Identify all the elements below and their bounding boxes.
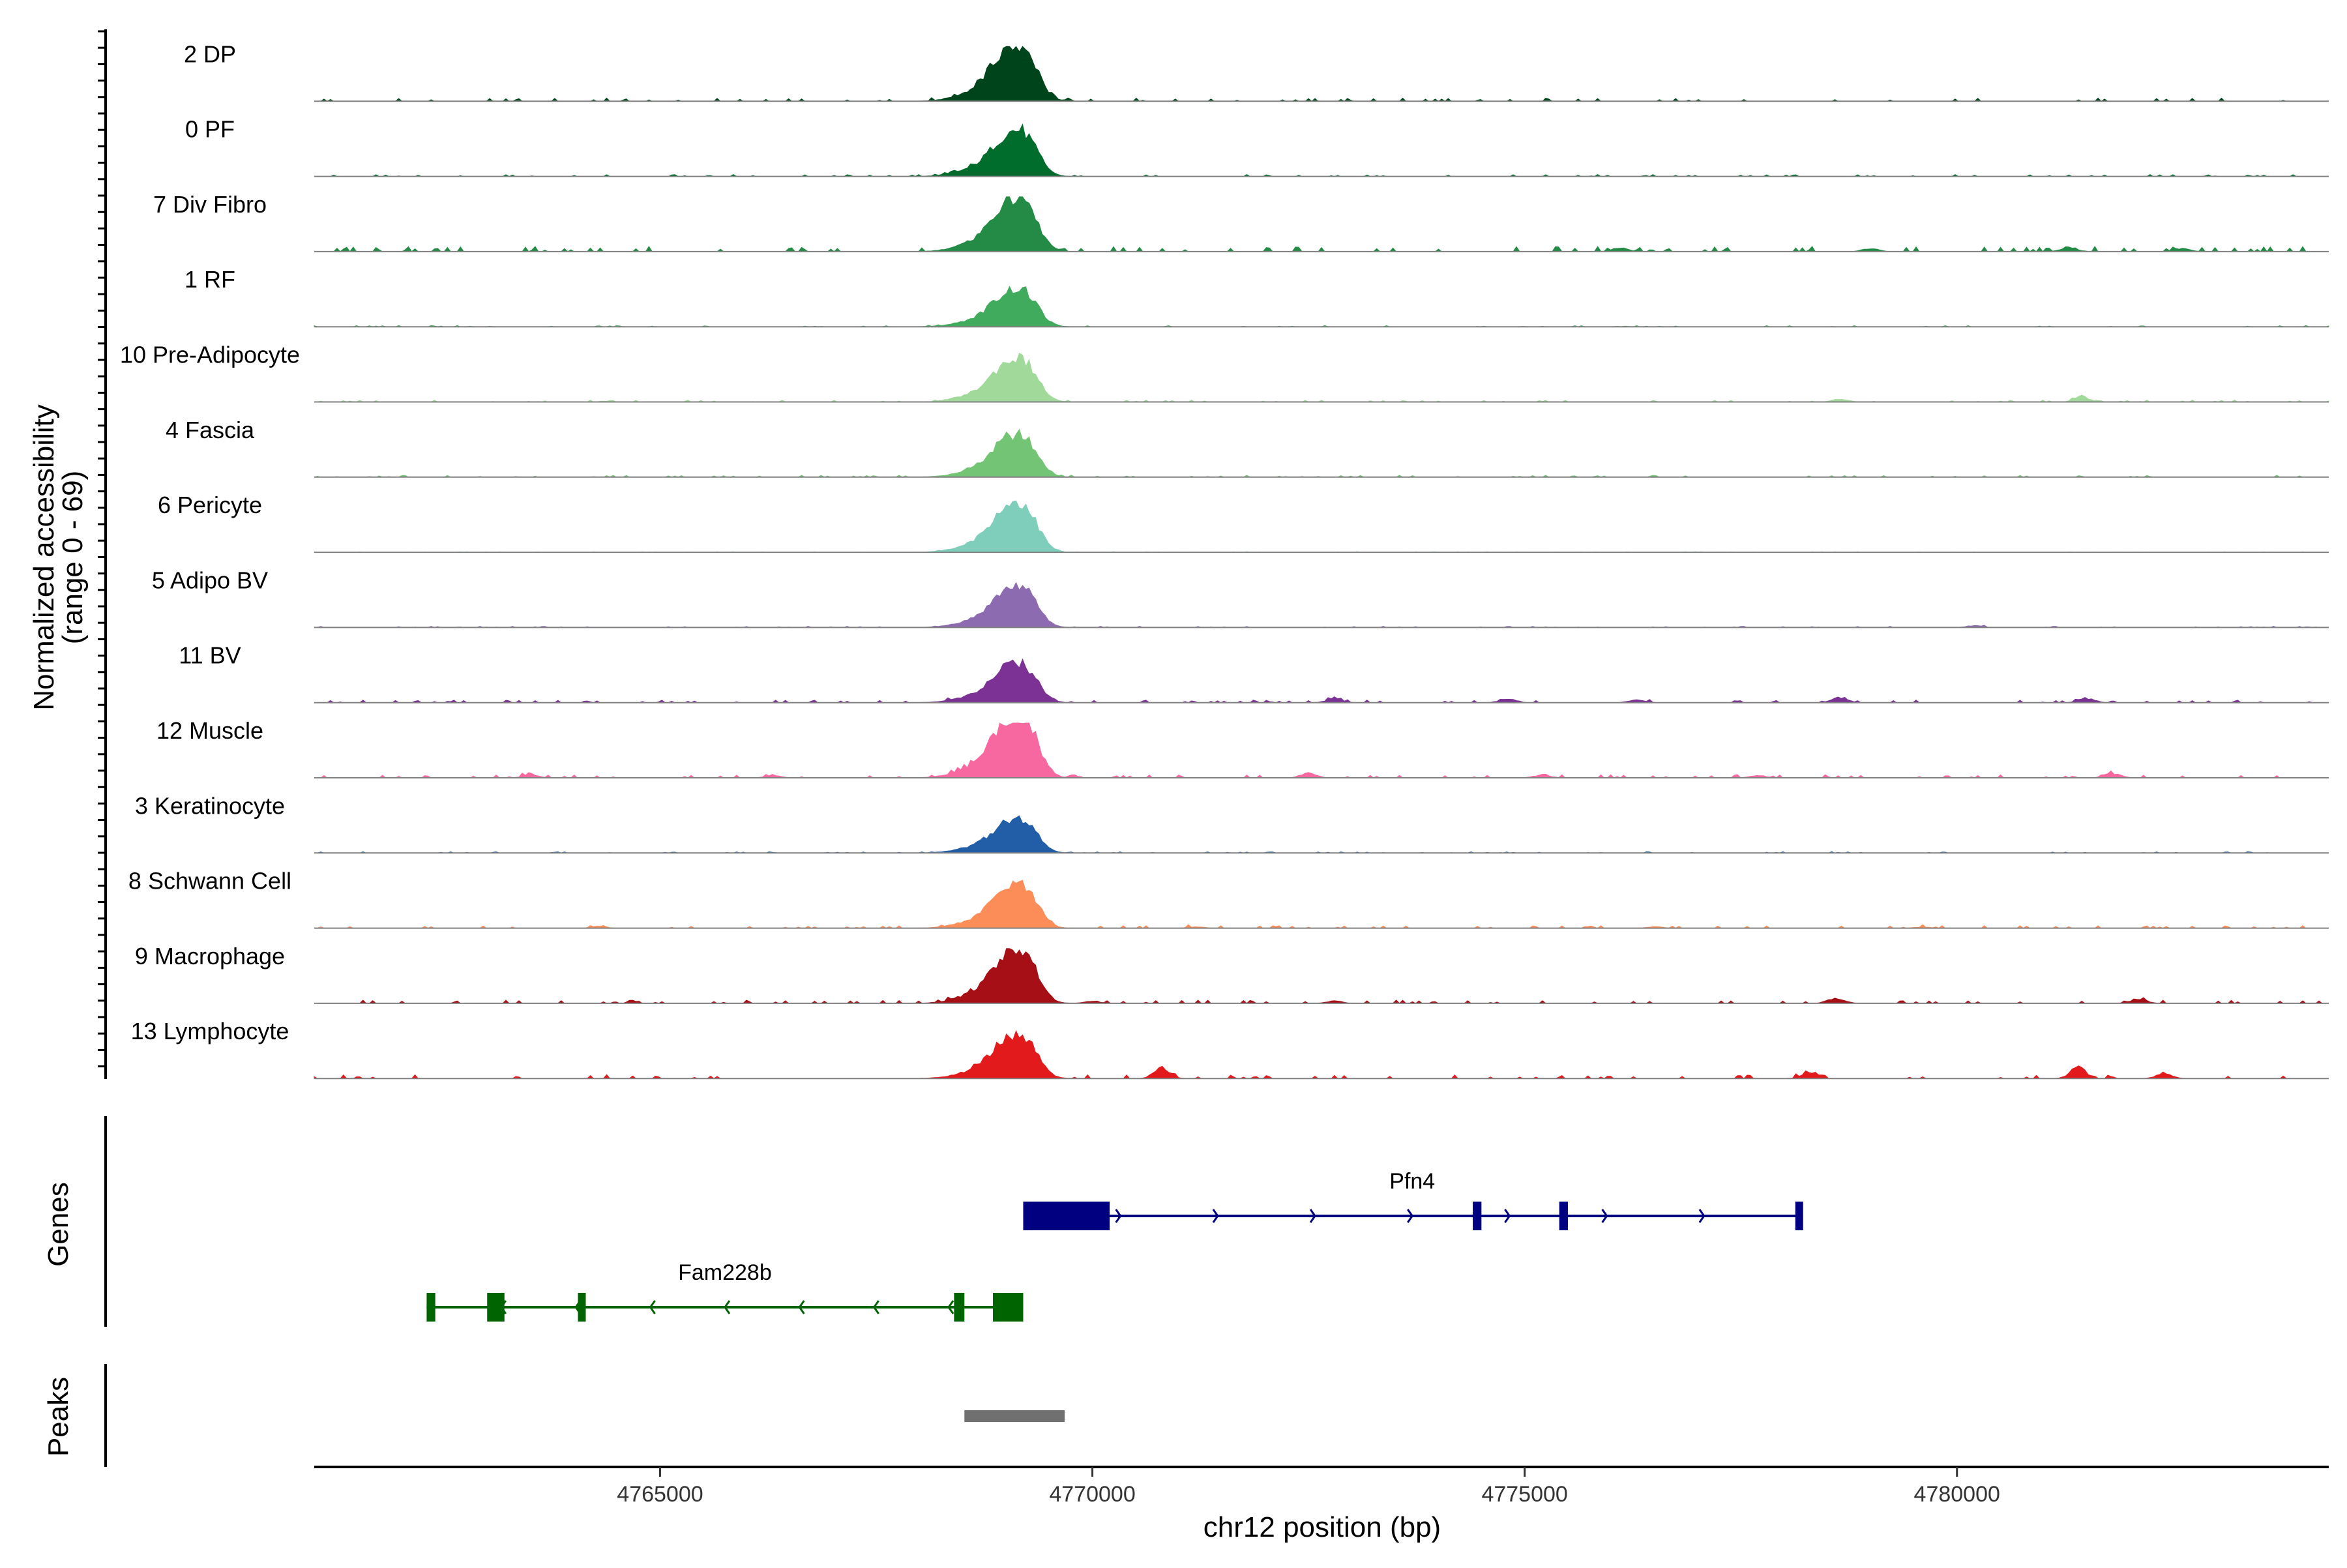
coverage-tracks: 2 DP 0 PF 7 Div Fibro 1 RF 10 Pre-Adipocyte 4… bbox=[120, 40, 2329, 1080]
gene-exon bbox=[1795, 1202, 1803, 1230]
gene-track: Pfn4 Fam228b bbox=[104, 1116, 1803, 1327]
strand-chevron bbox=[1698, 1209, 1705, 1223]
track-label: 6 Pericyte bbox=[158, 492, 262, 518]
gene-exon bbox=[954, 1293, 965, 1322]
track-label: 0 PF bbox=[185, 116, 235, 143]
x-tick-label: 4775000 bbox=[1481, 1482, 1567, 1507]
genes-track-label: Genes bbox=[42, 1182, 74, 1267]
strand-chevron bbox=[872, 1300, 879, 1314]
track-3: 1 RF bbox=[185, 266, 2329, 328]
track-4: 10 Pre-Adipocyte bbox=[120, 342, 2329, 403]
x-tick-label: 4780000 bbox=[1914, 1482, 2000, 1507]
gene-exon bbox=[993, 1293, 1024, 1322]
track-label: 8 Schwann Cell bbox=[128, 868, 291, 895]
strand-chevron bbox=[1309, 1209, 1316, 1223]
track-2: 7 Div Fibro bbox=[153, 191, 2329, 252]
y-axis-title-line2: (range 0 - 69) bbox=[57, 471, 89, 645]
peak-region bbox=[964, 1410, 1065, 1422]
x-axis: 4765000 4770000 4775000 4780000 bbox=[314, 1466, 2329, 1507]
track-12: 9 Macrophage bbox=[135, 943, 2329, 1004]
strand-chevron bbox=[1601, 1209, 1608, 1223]
x-tick-label: 4765000 bbox=[617, 1482, 703, 1507]
strand-chevron bbox=[947, 1300, 954, 1314]
coverage-y-axis bbox=[98, 29, 107, 1079]
gene-1: Fam228b bbox=[426, 1260, 1024, 1322]
peaks-track-label: Peaks bbox=[42, 1377, 74, 1457]
track-1: 0 PF bbox=[185, 116, 2329, 177]
track-label: 4 Fascia bbox=[166, 417, 255, 443]
gene-name-label: Pfn4 bbox=[1389, 1169, 1435, 1194]
track-0: 2 DP bbox=[184, 40, 2329, 102]
track-11: 8 Schwann Cell bbox=[128, 868, 2329, 929]
track-label: 12 Muscle bbox=[156, 717, 263, 744]
track-label: 1 RF bbox=[185, 266, 235, 293]
strand-chevron bbox=[1504, 1209, 1511, 1223]
gene-exon bbox=[578, 1293, 586, 1322]
gene-exon bbox=[1023, 1202, 1110, 1230]
x-tick-label: 4770000 bbox=[1049, 1482, 1135, 1507]
strand-chevron bbox=[649, 1300, 656, 1314]
track-label: 11 BV bbox=[179, 642, 241, 669]
gene-exon bbox=[426, 1293, 435, 1322]
peak-track bbox=[104, 1364, 1065, 1467]
track-9: 12 Muscle bbox=[156, 717, 2329, 778]
track-10: 3 Keratinocyte bbox=[135, 792, 2329, 854]
gene-name-label: Fam228b bbox=[678, 1260, 772, 1285]
track-8: 11 BV bbox=[179, 642, 2329, 703]
gene-exon bbox=[487, 1293, 505, 1322]
gene-exon bbox=[1559, 1202, 1568, 1230]
strand-chevron bbox=[798, 1300, 805, 1314]
strand-chevron bbox=[1212, 1209, 1219, 1223]
gene-exon bbox=[1473, 1202, 1482, 1230]
x-axis-title: chr12 position (bp) bbox=[1203, 1511, 1441, 1543]
y-axis-title-line1: Normalized accessibility bbox=[28, 404, 60, 710]
track-6: 6 Pericyte bbox=[158, 492, 2329, 554]
strand-chevron bbox=[1407, 1209, 1414, 1223]
track-label: 10 Pre-Adipocyte bbox=[120, 342, 300, 368]
track-label: 5 Adipo BV bbox=[152, 567, 268, 593]
track-label: 7 Div Fibro bbox=[153, 191, 267, 218]
track-13: 13 Lymphocyte bbox=[131, 1018, 2329, 1080]
gene-0: Pfn4 bbox=[1023, 1169, 1803, 1230]
track-label: 3 Keratinocyte bbox=[135, 792, 285, 819]
strand-chevron bbox=[1115, 1209, 1122, 1223]
track-7: 5 Adipo BV bbox=[152, 567, 2329, 629]
track-label: 13 Lymphocyte bbox=[131, 1018, 289, 1044]
strand-chevron bbox=[724, 1300, 731, 1314]
track-label: 2 DP bbox=[184, 40, 236, 67]
track-5: 4 Fascia bbox=[166, 417, 2329, 478]
track-label: 9 Macrophage bbox=[135, 943, 285, 969]
